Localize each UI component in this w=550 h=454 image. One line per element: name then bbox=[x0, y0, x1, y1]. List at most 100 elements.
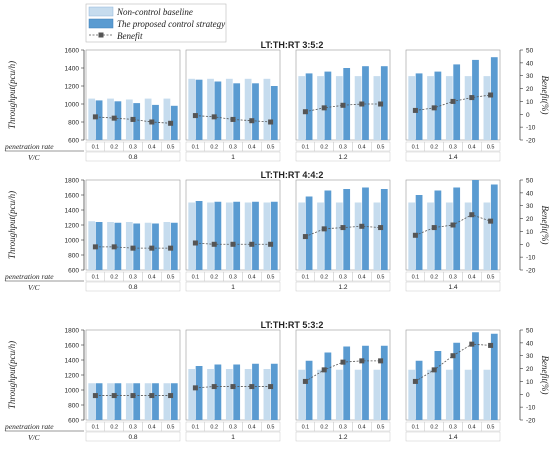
y-tick-label: 1000 bbox=[65, 102, 80, 109]
penetration-cell bbox=[160, 141, 181, 152]
y2-tick-label: -20 bbox=[526, 268, 536, 275]
benefit-point bbox=[302, 109, 308, 115]
vc-label: 0.8 bbox=[128, 154, 137, 161]
benefit-point bbox=[149, 393, 155, 399]
benefit-point bbox=[469, 95, 475, 101]
bar-baseline bbox=[354, 76, 362, 140]
y2-axis-title: Benefit(%) bbox=[540, 76, 550, 115]
bar-baseline bbox=[144, 383, 152, 420]
y2-tick-label: -20 bbox=[526, 138, 536, 145]
bar-proposed bbox=[472, 59, 479, 140]
penetration-rate-label: 0.3 bbox=[129, 275, 137, 281]
bar-baseline bbox=[483, 202, 491, 270]
bar-proposed bbox=[133, 223, 141, 270]
benefit-point bbox=[149, 119, 155, 125]
benefit-point bbox=[168, 393, 174, 399]
penetration-rate-label: 0.1 bbox=[92, 275, 100, 281]
benefit-point bbox=[431, 105, 437, 111]
vc-cell bbox=[405, 151, 501, 162]
penetration-rate-label: 0.5 bbox=[377, 425, 385, 431]
bar-baseline bbox=[188, 78, 196, 140]
benefit-point bbox=[302, 234, 308, 240]
y2-tick-label: -10 bbox=[526, 405, 536, 412]
penetration-rate-label: 0.4 bbox=[358, 425, 366, 431]
penetration-rate-label: 0.5 bbox=[267, 275, 275, 281]
bar-proposed bbox=[380, 345, 388, 420]
vc-title: V/C bbox=[28, 153, 41, 162]
bar-baseline bbox=[373, 76, 381, 140]
vc-label: 1.2 bbox=[338, 154, 347, 161]
bar-baseline bbox=[163, 383, 171, 420]
bar-baseline bbox=[483, 76, 491, 140]
penetration-cell bbox=[371, 271, 391, 282]
benefit-point bbox=[412, 107, 418, 113]
vc-label: 1.4 bbox=[448, 434, 457, 441]
penetration-cell bbox=[371, 421, 391, 432]
bar-proposed bbox=[214, 364, 222, 420]
benefit-point bbox=[450, 353, 456, 359]
y2-tick-label: 50 bbox=[526, 328, 534, 335]
bar-proposed bbox=[114, 101, 122, 140]
bar-baseline bbox=[427, 202, 434, 270]
bar-proposed bbox=[114, 222, 122, 270]
bar-proposed bbox=[133, 103, 141, 140]
y2-tick-label: 20 bbox=[526, 86, 534, 93]
benefit-point bbox=[192, 113, 198, 119]
benefit-point bbox=[469, 341, 475, 347]
bar-baseline bbox=[188, 369, 196, 420]
penetration-rate-label: 0.3 bbox=[449, 275, 457, 281]
bar-baseline bbox=[298, 369, 306, 420]
benefit-point bbox=[488, 92, 494, 98]
benefit-point bbox=[450, 222, 456, 228]
y-tick-label: 1600 bbox=[65, 48, 80, 55]
vc-cell bbox=[405, 431, 501, 442]
bar-baseline bbox=[354, 202, 362, 270]
benefit-point bbox=[321, 367, 327, 373]
y2-tick-label: 10 bbox=[526, 229, 534, 236]
y-tick-label: 1200 bbox=[65, 373, 80, 380]
bar-baseline bbox=[263, 369, 271, 420]
vc-label: 1.2 bbox=[338, 434, 347, 441]
benefit-point bbox=[111, 244, 117, 250]
bar-baseline bbox=[244, 202, 252, 270]
y2-axis-title: Benefit(%) bbox=[540, 206, 550, 245]
bar-baseline bbox=[225, 202, 233, 270]
vc-title: V/C bbox=[28, 283, 41, 292]
y2-tick-label: 0 bbox=[526, 392, 530, 399]
y2-tick-label: -10 bbox=[526, 255, 536, 262]
penetration-rate-label: 0.1 bbox=[302, 425, 310, 431]
bar-baseline bbox=[335, 76, 343, 140]
penetration-rate-label: 0.4 bbox=[248, 145, 256, 151]
y2-tick-label: 40 bbox=[526, 60, 534, 67]
penetration-cell bbox=[261, 421, 281, 432]
penetration-cell bbox=[371, 141, 391, 152]
bar-baseline bbox=[445, 202, 453, 270]
benefit-point bbox=[488, 342, 494, 348]
bar-proposed bbox=[95, 100, 103, 140]
vc-cell bbox=[295, 281, 391, 292]
benefit-point bbox=[412, 232, 418, 238]
y-tick-label: 1000 bbox=[65, 388, 80, 395]
bar-proposed bbox=[95, 222, 103, 270]
bar-baseline bbox=[207, 78, 214, 140]
penetration-rate-label: 0.5 bbox=[487, 425, 495, 431]
y2-tick-label: 50 bbox=[526, 178, 534, 185]
y-tick-label: 1200 bbox=[65, 223, 80, 230]
benefit-point bbox=[230, 241, 236, 247]
bar-baseline bbox=[408, 76, 416, 140]
penetration-rate-label: 0.2 bbox=[430, 425, 438, 431]
bar-proposed bbox=[380, 189, 388, 270]
penetration-cell bbox=[160, 421, 181, 432]
bar-baseline bbox=[207, 369, 214, 420]
benefit-point bbox=[488, 218, 494, 224]
y-tick-label: 1400 bbox=[65, 358, 80, 365]
benefit-point bbox=[340, 102, 346, 108]
bar-baseline bbox=[483, 369, 491, 420]
y-tick-label: 1600 bbox=[65, 343, 80, 350]
penetration-rate-label: 0.4 bbox=[148, 425, 156, 431]
benefit-point bbox=[431, 225, 437, 231]
vc-cell bbox=[85, 431, 181, 442]
benefit-point bbox=[249, 118, 255, 124]
y2-tick-label: 0 bbox=[526, 242, 530, 249]
penetration-cell bbox=[481, 141, 501, 152]
